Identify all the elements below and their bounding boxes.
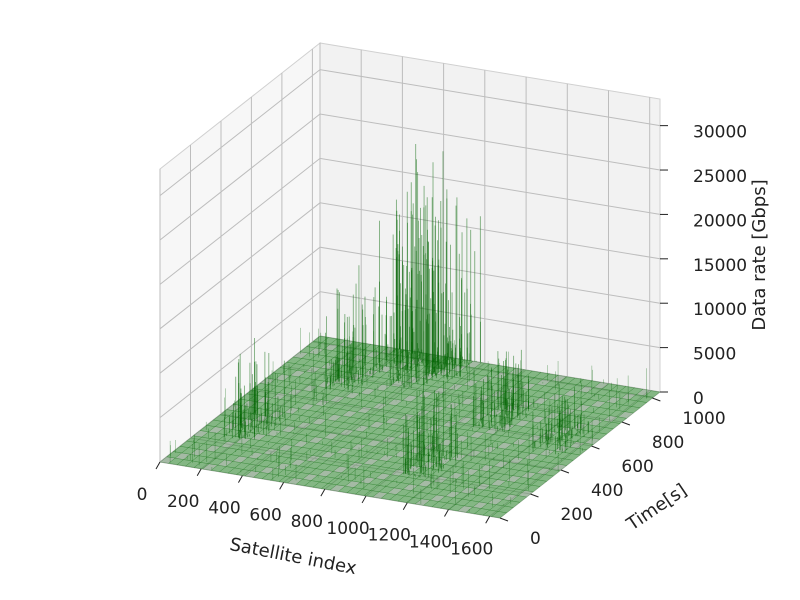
z-grid-line (159, 113, 661, 241)
z-grid-line (159, 246, 661, 374)
x-tick (279, 482, 285, 490)
y-tick-label: 400 (591, 481, 623, 501)
x-tick (485, 516, 491, 524)
y-tick (560, 469, 570, 474)
data-spikes (169, 144, 648, 516)
z-tick-label: 20000 (693, 211, 747, 231)
x-tick-label: 1200 (368, 526, 411, 546)
tick-labels: 0 200 400 600 800 100012001400160002004006008… (137, 123, 748, 560)
x-tick (361, 495, 367, 504)
x-tick (320, 488, 326, 497)
x-tick-label: 600 (249, 505, 281, 525)
x-axis-label: Satellite index (228, 534, 359, 579)
z-tick-label: 0 (693, 389, 704, 409)
y-tick-label: 800 (652, 433, 684, 453)
x-tick (444, 509, 449, 517)
y-axis-label: Time[s] (622, 480, 691, 536)
x-tick-label: 800 (291, 512, 323, 532)
tick-marks (155, 125, 668, 524)
z-grid-line (159, 291, 661, 418)
x-tick (196, 468, 202, 477)
z-grid-line (159, 157, 661, 285)
y-tick (621, 421, 631, 426)
x-tick-label: 1400 (409, 533, 452, 553)
x-tick-label: 0 (137, 485, 148, 505)
y-tick-label: 600 (621, 457, 653, 477)
surface-plot (159, 335, 661, 519)
y-tick (530, 493, 539, 498)
y-tick (591, 445, 600, 450)
z-tick-label: 15000 (693, 256, 747, 276)
y-tick (652, 397, 661, 402)
x-tick (402, 502, 408, 510)
x-tick (237, 475, 243, 483)
y-tick-label: 200 (560, 505, 592, 525)
z-axis-label: Data rate [Gbps] (749, 179, 770, 330)
z-tick-label: 25000 (693, 167, 747, 187)
x-tick-label: 200 (167, 492, 199, 512)
z-tick-label: 30000 (693, 123, 747, 143)
y-tick (499, 517, 509, 522)
x-tick-label: 1000 (326, 519, 369, 539)
z-tick-label: 10000 (693, 300, 747, 320)
x-tick (155, 461, 161, 470)
x-tick-label: 1600 (450, 539, 493, 559)
z-grid-line (159, 202, 661, 330)
z-tick-label: 5000 (693, 345, 736, 365)
y-tick-label: 0 (530, 529, 541, 549)
y-tick-label: 1000 (682, 409, 725, 429)
x-tick-label: 400 (208, 499, 240, 519)
z-grid-line (159, 69, 661, 196)
